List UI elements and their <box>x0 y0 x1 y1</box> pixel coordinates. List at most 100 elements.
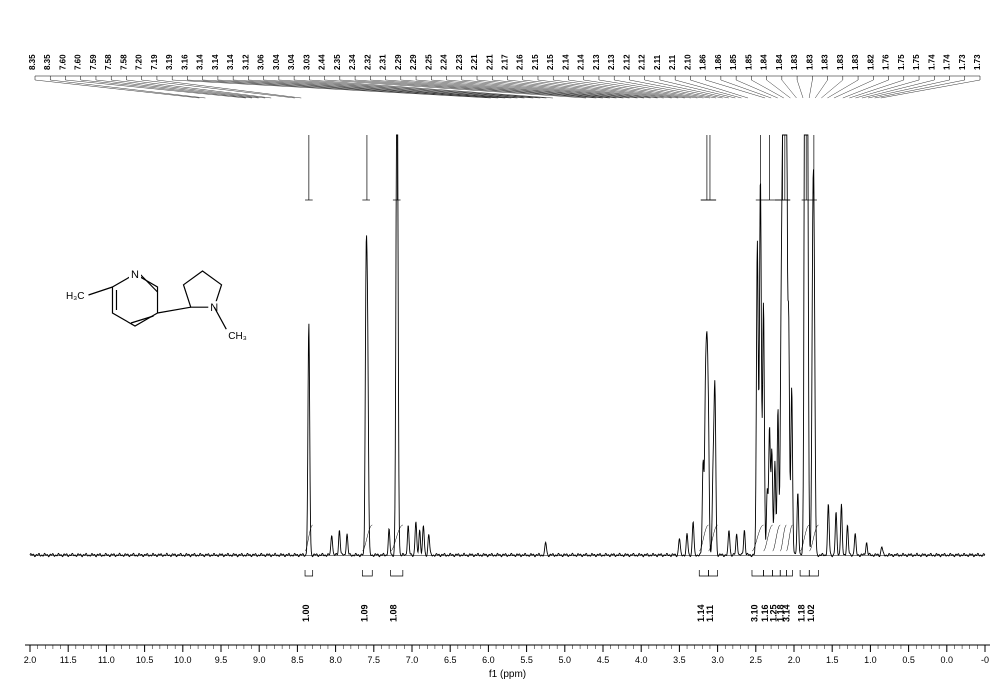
ch3-label: CH₃ <box>228 331 247 342</box>
svg-text:1.73: 1.73 <box>958 54 967 70</box>
svg-text:7.59: 7.59 <box>89 54 98 70</box>
svg-text:1.83: 1.83 <box>851 54 860 70</box>
svg-text:2.23: 2.23 <box>455 54 464 70</box>
x-tick-label: 0.5 <box>902 655 915 665</box>
svg-text:2.21: 2.21 <box>470 54 479 70</box>
svg-text:3.19: 3.19 <box>165 54 174 70</box>
svg-text:3.12: 3.12 <box>241 54 250 70</box>
x-tick-label: 5.5 <box>520 655 533 665</box>
x-tick-label: 1.5 <box>826 655 839 665</box>
x-tick-label: 9.0 <box>253 655 266 665</box>
svg-text:1.74: 1.74 <box>943 54 952 70</box>
integration-value: 3.14 <box>781 604 791 622</box>
svg-text:2.13: 2.13 <box>607 54 616 70</box>
x-tick-label: 10.5 <box>136 655 154 665</box>
svg-text:3.14: 3.14 <box>196 54 205 70</box>
svg-text:1.83: 1.83 <box>821 54 830 70</box>
svg-text:3.04: 3.04 <box>272 54 281 70</box>
x-tick-label: 1.0 <box>864 655 877 665</box>
svg-text:2.13: 2.13 <box>592 54 601 70</box>
x-tick-label: 5.0 <box>559 655 572 665</box>
integration-value: 1.02 <box>806 604 816 622</box>
svg-text:1.86: 1.86 <box>714 54 723 70</box>
svg-text:2.35: 2.35 <box>333 54 342 70</box>
x-tick-label: 6.0 <box>482 655 495 665</box>
svg-text:8.35: 8.35 <box>43 54 52 70</box>
svg-text:3.16: 3.16 <box>180 54 189 70</box>
svg-text:2.31: 2.31 <box>379 54 388 70</box>
integration-value: 1.11 <box>705 605 715 622</box>
svg-text:2.29: 2.29 <box>394 54 403 70</box>
svg-text:7.20: 7.20 <box>135 54 144 70</box>
svg-text:2.29: 2.29 <box>409 54 418 70</box>
x-tick-label: 3.5 <box>673 655 686 665</box>
svg-text:1.75: 1.75 <box>897 54 906 70</box>
x-tick-label: 0.0 <box>941 655 954 665</box>
svg-text:2.12: 2.12 <box>638 54 647 70</box>
x-tick-label: 11.5 <box>60 655 77 665</box>
integration-value: 3.10 <box>750 604 760 622</box>
x-tick-label: 9.5 <box>215 655 228 665</box>
integration-value: 1.08 <box>389 604 399 622</box>
svg-text:2.44: 2.44 <box>318 54 327 70</box>
x-tick-label: 4.5 <box>597 655 610 665</box>
svg-text:1.76: 1.76 <box>882 54 891 70</box>
svg-text:N: N <box>131 269 139 281</box>
svg-text:3.14: 3.14 <box>226 54 235 70</box>
svg-text:3.04: 3.04 <box>287 54 296 70</box>
x-tick-label: 2.5 <box>750 655 763 665</box>
x-tick-label: 8.5 <box>291 655 304 665</box>
svg-text:1.82: 1.82 <box>866 54 875 70</box>
svg-text:1.83: 1.83 <box>805 54 814 70</box>
x-tick-label: -0 <box>981 655 989 665</box>
x-tick-label: 8.0 <box>329 655 342 665</box>
svg-text:1.86: 1.86 <box>699 54 708 70</box>
svg-text:2.24: 2.24 <box>440 54 449 70</box>
x-tick-label: 6.5 <box>444 655 457 665</box>
svg-text:2.34: 2.34 <box>348 54 357 70</box>
svg-text:1.74: 1.74 <box>927 54 936 70</box>
svg-text:3.06: 3.06 <box>257 54 266 70</box>
integration-value: 1.09 <box>359 604 369 622</box>
svg-text:7.19: 7.19 <box>150 54 159 70</box>
svg-text:2.10: 2.10 <box>683 54 692 70</box>
x-tick-label: 11.0 <box>98 655 115 665</box>
x-tick-label: 7.5 <box>368 655 381 665</box>
svg-text:2.14: 2.14 <box>561 54 570 70</box>
svg-text:1.83: 1.83 <box>836 54 845 70</box>
x-tick-label: 2.0 <box>788 655 801 665</box>
svg-text:2.32: 2.32 <box>363 54 372 70</box>
svg-text:7.58: 7.58 <box>119 54 128 70</box>
svg-text:3.03: 3.03 <box>302 54 311 70</box>
x-axis-label: f1 (ppm) <box>489 669 526 680</box>
svg-text:1.83: 1.83 <box>790 54 799 70</box>
x-tick-label: 10.0 <box>174 655 192 665</box>
svg-text:1.75: 1.75 <box>912 54 921 70</box>
svg-text:2.21: 2.21 <box>485 54 494 70</box>
svg-text:7.60: 7.60 <box>74 54 83 70</box>
svg-text:2.11: 2.11 <box>653 54 662 70</box>
svg-text:3.14: 3.14 <box>211 54 220 70</box>
svg-text:2.17: 2.17 <box>501 54 510 70</box>
svg-text:1.84: 1.84 <box>760 54 769 70</box>
x-tick-label: 4.0 <box>635 655 648 665</box>
x-tick-label: 7.0 <box>406 655 419 665</box>
x-tick-label: 3.0 <box>711 655 724 665</box>
svg-text:2.15: 2.15 <box>531 54 540 70</box>
svg-text:7.58: 7.58 <box>104 54 113 70</box>
nmr-spectrum-chart: 2.0 11.5 11.0 10.5 10.0 9.5 9.0 8.5 8.0 7.5 7.0 6.5… <box>0 0 1000 700</box>
integration-value: 1.00 <box>301 604 311 622</box>
svg-text:1.73: 1.73 <box>973 54 982 70</box>
svg-text:2.25: 2.25 <box>424 54 433 70</box>
h3c-label: H₃C <box>66 291 85 302</box>
svg-text:8.35: 8.35 <box>28 54 37 70</box>
svg-text:1.85: 1.85 <box>744 54 753 70</box>
svg-text:1.84: 1.84 <box>775 54 784 70</box>
svg-text:7.60: 7.60 <box>58 54 67 70</box>
x-tick-label: 2.0 <box>24 655 37 665</box>
svg-text:2.14: 2.14 <box>577 54 586 70</box>
svg-text:2.12: 2.12 <box>622 54 631 70</box>
svg-text:1.85: 1.85 <box>729 54 738 70</box>
svg-text:2.16: 2.16 <box>516 54 525 70</box>
svg-text:2.11: 2.11 <box>668 54 677 70</box>
